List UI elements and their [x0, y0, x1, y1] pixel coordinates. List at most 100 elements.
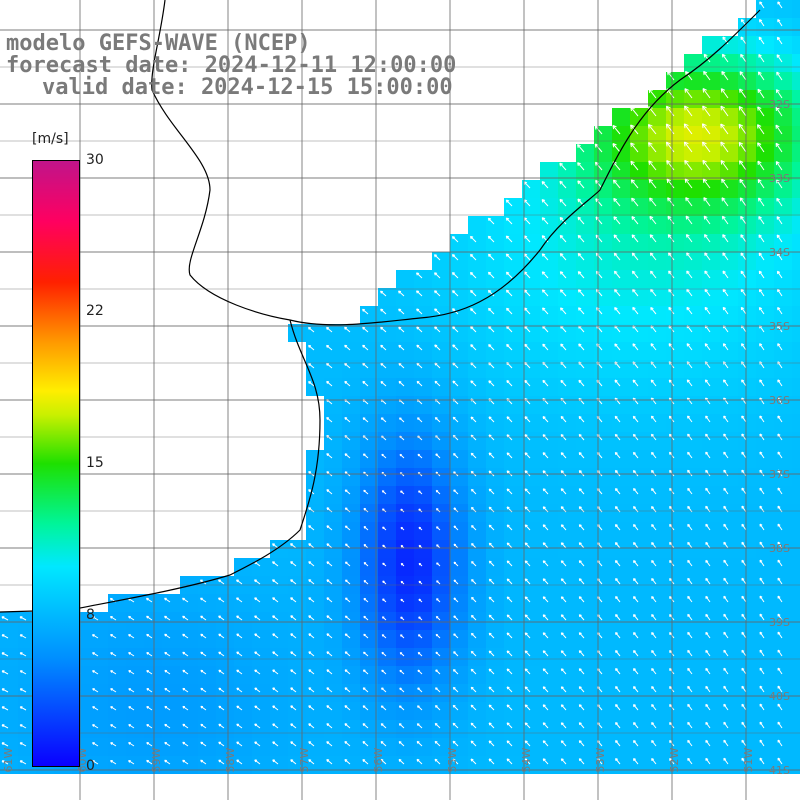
- wind-arrow: [723, 577, 729, 585]
- wind-arrow: [182, 669, 189, 675]
- wind-arrow: [615, 596, 621, 603]
- wind-cell: [648, 540, 666, 558]
- wind-arrow: [776, 216, 783, 225]
- wind-cell: [450, 504, 468, 522]
- wind-cell: [468, 720, 486, 738]
- wind-arrow: [777, 613, 783, 621]
- wind-arrow: [560, 578, 567, 585]
- wind-cell: [792, 540, 800, 558]
- wind-cell: [486, 432, 504, 450]
- wind-cell: [360, 648, 378, 666]
- wind-cell: [450, 450, 468, 468]
- wind-arrow: [470, 740, 477, 747]
- wind-cell: [774, 504, 792, 522]
- wind-arrow: [417, 651, 423, 657]
- wind-arrow: [19, 652, 27, 657]
- wind-cell: [756, 450, 774, 468]
- wind-cell: [630, 342, 648, 360]
- wind-cell: [270, 594, 288, 612]
- wind-cell: [792, 648, 800, 666]
- wind-arrow: [723, 415, 729, 423]
- wind-cell: [684, 486, 702, 504]
- coastline-south: [0, 319, 321, 613]
- wind-arrow: [524, 379, 531, 387]
- wind-arrow: [380, 344, 387, 351]
- wind-arrow: [453, 651, 459, 657]
- wind-cell: [630, 558, 648, 576]
- wind-cell: [576, 594, 594, 612]
- wind-arrow: [435, 508, 441, 513]
- wind-arrow: [705, 487, 711, 495]
- wind-cell: [738, 216, 756, 234]
- wind-cell: [792, 738, 800, 756]
- wind-cell: [612, 198, 630, 216]
- wind-arrow: [705, 613, 711, 621]
- wind-arrow: [505, 199, 513, 207]
- wind-arrow: [363, 489, 369, 495]
- wind-cell: [396, 432, 414, 450]
- wind-cell: [756, 666, 774, 684]
- wind-arrow: [559, 216, 567, 225]
- wind-cell: [324, 648, 342, 666]
- wind-cell: [792, 144, 800, 162]
- wind-arrow: [777, 288, 783, 297]
- wind-arrow: [182, 597, 189, 603]
- wind-cell: [666, 594, 684, 612]
- wind-cell: [630, 486, 648, 504]
- wind-arrow: [398, 723, 405, 729]
- wind-arrow: [758, 252, 765, 261]
- wind-arrow: [399, 669, 405, 675]
- wind-arrow: [687, 469, 693, 477]
- wind-arrow: [452, 669, 459, 675]
- wind-arrow: [400, 508, 405, 513]
- wind-cell: [792, 486, 800, 504]
- wind-cell: [360, 594, 378, 612]
- lat-label: 41S: [769, 764, 790, 777]
- wind-cell: [486, 684, 504, 702]
- wind-arrow: [759, 451, 765, 459]
- wind-cell: [108, 666, 126, 684]
- wind-arrow: [759, 19, 765, 27]
- wind-arrow: [505, 235, 513, 243]
- wind-arrow: [91, 634, 99, 639]
- wind-arrow: [705, 631, 711, 639]
- wind-arrow: [524, 452, 531, 459]
- wind-arrow: [326, 597, 333, 603]
- wind-arrow: [418, 598, 423, 603]
- wind-arrow: [631, 197, 639, 207]
- colorbar-tick: 30: [86, 152, 104, 168]
- wind-arrow: [92, 706, 99, 711]
- wind-arrow: [614, 288, 621, 297]
- wind-cell: [144, 702, 162, 720]
- wind-cell: [630, 414, 648, 432]
- wind-arrow: [630, 106, 639, 117]
- wind-cell: [144, 630, 162, 648]
- wind-cell: [486, 378, 504, 396]
- wind-cell: [612, 396, 630, 414]
- wind-arrow: [290, 561, 297, 567]
- wind-cell: [756, 288, 774, 306]
- wind-cell: [504, 468, 522, 486]
- wind-cell: [468, 360, 486, 378]
- wind-arrow: [344, 723, 351, 729]
- wind-cell: [450, 342, 468, 360]
- wind-cell: [738, 180, 756, 198]
- wind-arrow: [326, 489, 333, 495]
- wind-arrow: [308, 561, 315, 567]
- wind-cell: [360, 702, 378, 720]
- wind-cell: [432, 720, 450, 738]
- wind-cell: [702, 630, 720, 648]
- wind-arrow: [524, 434, 531, 441]
- wind-cell: [666, 522, 684, 540]
- wind-arrow: [560, 560, 567, 567]
- wind-arrow: [723, 631, 729, 639]
- wind-cell: [558, 504, 576, 522]
- wind-arrow: [523, 271, 531, 279]
- wind-cell: [756, 252, 774, 270]
- wind-cell: [558, 738, 576, 756]
- wind-arrow: [308, 525, 315, 531]
- wind-cell: [360, 666, 378, 684]
- wind-arrow: [741, 487, 747, 495]
- wind-arrow: [630, 179, 639, 189]
- wind-arrow: [777, 631, 783, 639]
